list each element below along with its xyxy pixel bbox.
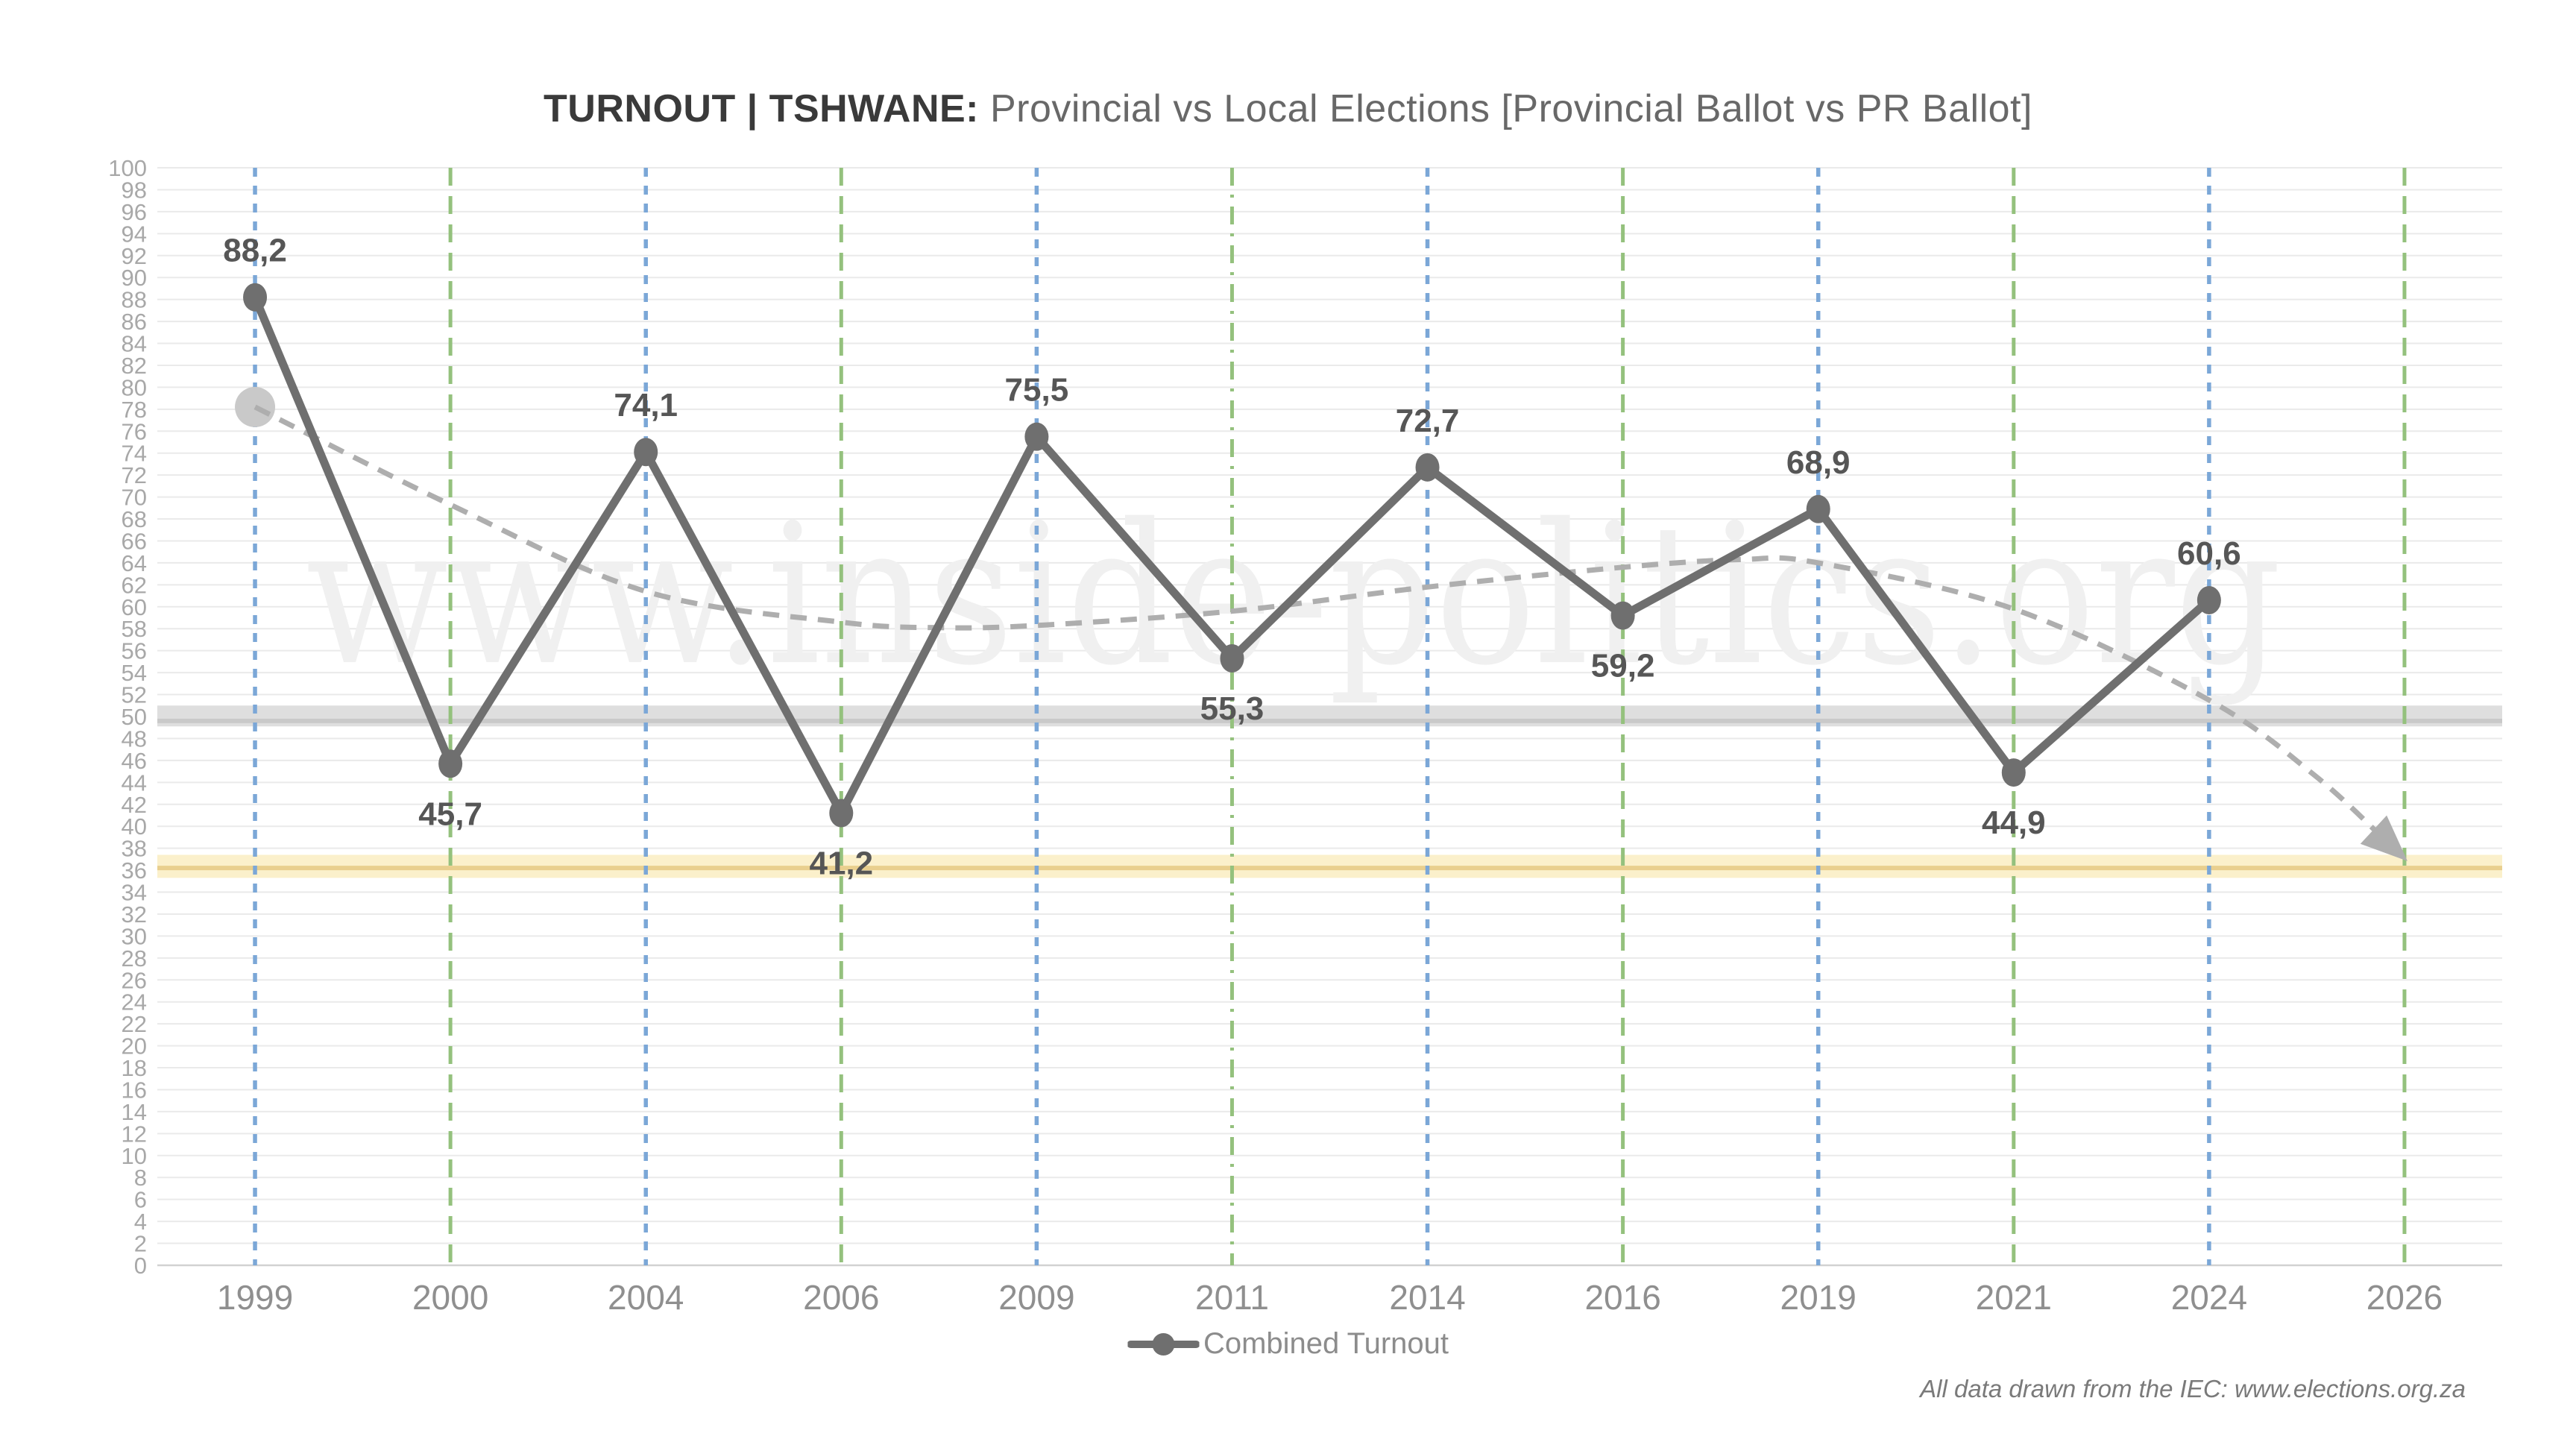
y-tick-18: 18 — [122, 1055, 147, 1081]
x-label-2000: 2000 — [412, 1278, 488, 1317]
y-tick-92: 92 — [122, 243, 147, 269]
y-tick-86: 86 — [122, 309, 147, 335]
y-tick-44: 44 — [122, 769, 147, 796]
y-tick-72: 72 — [122, 462, 147, 488]
y-tick-64: 64 — [122, 550, 147, 576]
data-point-1999 — [243, 283, 268, 312]
y-tick-30: 30 — [122, 923, 147, 949]
data-label-2009: 75,5 — [1005, 372, 1069, 409]
reference-line-majority-50 — [157, 718, 2502, 723]
data-label-1999: 88,2 — [223, 233, 287, 269]
y-tick-48: 48 — [122, 725, 147, 752]
y-tick-2: 2 — [134, 1231, 147, 1257]
y-tick-82: 82 — [122, 353, 147, 379]
reference-band-majority-50 — [157, 705, 2502, 727]
y-tick-26: 26 — [122, 967, 147, 993]
data-label-2006: 41,2 — [809, 846, 873, 882]
y-tick-80: 80 — [122, 374, 147, 400]
data-label-2021: 44,9 — [1982, 805, 2046, 841]
x-label-1999: 1999 — [217, 1278, 293, 1317]
data-label-2004: 74,1 — [614, 387, 678, 424]
chart-title: TURNOUT | TSHWANE: Provincial vs Local E… — [0, 86, 2576, 131]
y-tick-90: 90 — [122, 265, 147, 291]
y-tick-52: 52 — [122, 682, 147, 708]
y-tick-8: 8 — [134, 1165, 147, 1191]
x-label-2026: 2026 — [2366, 1278, 2443, 1317]
y-tick-56: 56 — [122, 638, 147, 664]
reference-line-threshold-36 — [157, 866, 2502, 871]
y-tick-50: 50 — [122, 704, 147, 730]
y-tick-100: 100 — [108, 155, 147, 181]
y-tick-74: 74 — [122, 441, 147, 467]
y-tick-88: 88 — [122, 287, 147, 313]
data-point-2021 — [2001, 758, 2026, 787]
y-tick-20: 20 — [122, 1033, 147, 1060]
y-tick-32: 32 — [122, 901, 147, 928]
y-tick-98: 98 — [122, 177, 147, 203]
x-label-2019: 2019 — [1780, 1278, 1857, 1317]
y-tick-0: 0 — [134, 1253, 147, 1279]
y-tick-58: 58 — [122, 616, 147, 642]
y-tick-96: 96 — [122, 199, 147, 225]
y-tick-22: 22 — [122, 1011, 147, 1037]
y-tick-38: 38 — [122, 836, 147, 862]
data-label-2024: 60,6 — [2177, 535, 2241, 572]
y-tick-68: 68 — [122, 506, 147, 532]
y-tick-36: 36 — [122, 857, 147, 884]
y-tick-76: 76 — [122, 418, 147, 444]
data-point-2014 — [1415, 453, 1440, 482]
data-point-2011 — [1220, 643, 1244, 673]
y-tick-46: 46 — [122, 748, 147, 774]
y-tick-4: 4 — [134, 1209, 147, 1235]
y-tick-10: 10 — [122, 1143, 147, 1169]
y-tick-34: 34 — [122, 880, 147, 906]
legend-line-marker-icon — [1127, 1332, 1199, 1356]
y-tick-28: 28 — [122, 945, 147, 972]
data-point-2019 — [1806, 494, 1830, 523]
y-tick-54: 54 — [122, 660, 147, 686]
y-tick-78: 78 — [122, 397, 147, 423]
y-tick-16: 16 — [122, 1077, 147, 1103]
data-label-2019: 68,9 — [1786, 444, 1851, 481]
x-label-2009: 2009 — [998, 1278, 1074, 1317]
data-label-2011: 55,3 — [1200, 690, 1265, 727]
y-tick-12: 12 — [122, 1121, 147, 1147]
x-label-2024: 2024 — [2171, 1278, 2247, 1317]
x-label-2014: 2014 — [1389, 1278, 1465, 1317]
y-tick-70: 70 — [122, 485, 147, 511]
y-tick-14: 14 — [122, 1099, 147, 1125]
chart-title-emphasis: TURNOUT | TSHWANE: — [544, 87, 979, 130]
x-label-2006: 2006 — [803, 1278, 879, 1317]
y-tick-84: 84 — [122, 331, 147, 357]
data-point-2004 — [634, 438, 658, 467]
x-label-2021: 2021 — [1976, 1278, 2052, 1317]
legend-item-combined-turnout: Combined Turnout — [1203, 1327, 1449, 1360]
data-point-2006 — [829, 799, 854, 828]
legend: Combined Turnout — [1127, 1327, 1449, 1361]
y-tick-62: 62 — [122, 572, 147, 598]
source-note: All data drawn from the IEC: www.electio… — [1920, 1375, 2466, 1402]
y-tick-24: 24 — [122, 989, 147, 1016]
trend-arrowhead — [2360, 815, 2407, 861]
data-point-2016 — [1610, 601, 1635, 630]
y-tick-6: 6 — [134, 1187, 147, 1213]
y-tick-40: 40 — [122, 813, 147, 840]
x-label-2004: 2004 — [608, 1278, 684, 1317]
data-point-2009 — [1024, 422, 1049, 451]
x-label-2016: 2016 — [1584, 1278, 1660, 1317]
data-label-2014: 72,7 — [1396, 403, 1460, 439]
data-point-2000 — [438, 749, 463, 778]
data-label-2000: 45,7 — [418, 796, 482, 832]
data-label-2016: 59,2 — [1591, 648, 1655, 684]
chart-title-subtitle: Provincial vs Local Elections [Provincia… — [979, 87, 2032, 130]
y-tick-60: 60 — [122, 594, 147, 620]
x-label-2011: 2011 — [1195, 1278, 1269, 1317]
y-tick-66: 66 — [122, 528, 147, 554]
y-tick-42: 42 — [122, 792, 147, 818]
data-point-2024 — [2196, 585, 2221, 614]
y-tick-94: 94 — [122, 221, 147, 247]
